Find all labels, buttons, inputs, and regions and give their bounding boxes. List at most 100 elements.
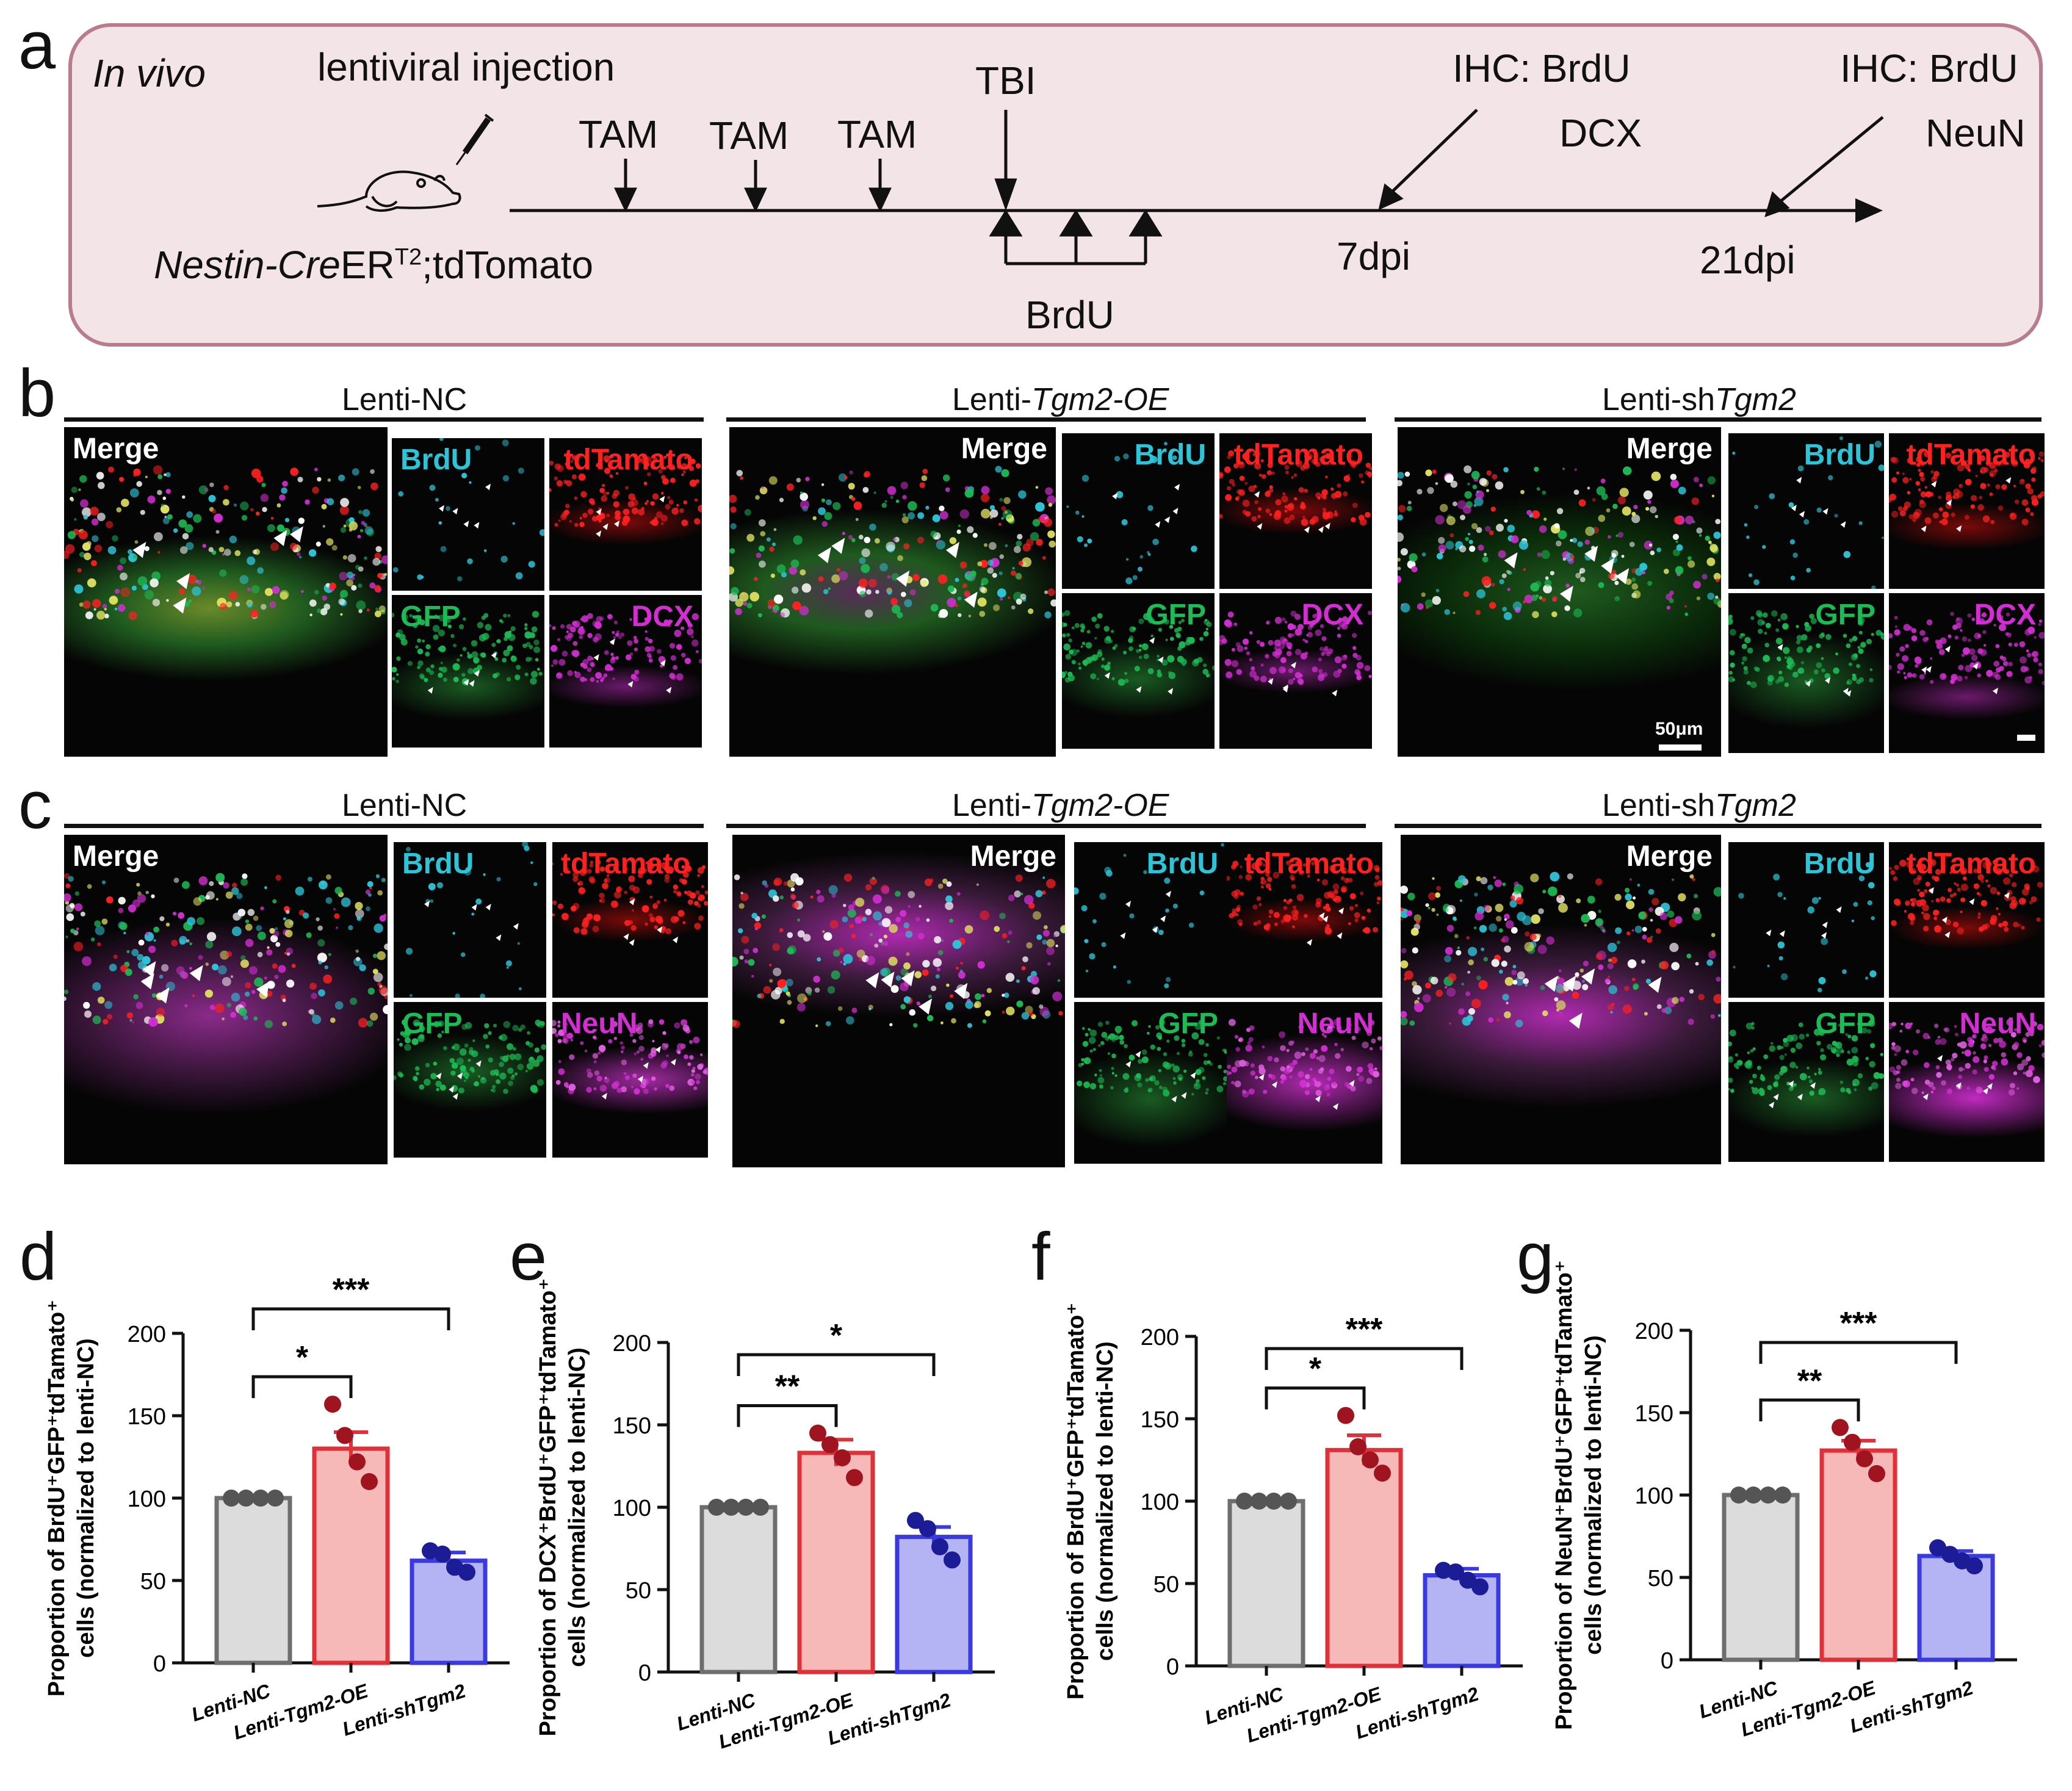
cell-dot	[1152, 538, 1159, 546]
cell-dot	[1671, 878, 1675, 881]
cell-dot	[1977, 673, 1981, 678]
cell-dot	[1832, 1040, 1837, 1046]
ch-merge-label: Merge	[73, 433, 159, 465]
cell-dot	[735, 599, 743, 607]
cell-dot	[1323, 906, 1327, 910]
micrograph-c-oe-tdtomato: tdTamato	[1227, 842, 1382, 998]
cell-dot	[1101, 665, 1105, 668]
cell-dot	[2026, 649, 2029, 653]
cell-dot	[1450, 480, 1458, 488]
cell-dot	[1808, 1079, 1813, 1084]
cell-dot	[522, 842, 529, 848]
cell-dot	[1195, 1083, 1198, 1087]
cell-dot	[1291, 884, 1296, 889]
cell-dot	[464, 1022, 472, 1029]
cell-dot	[698, 894, 705, 901]
cell-dot	[1487, 884, 1493, 890]
cell-dot	[1280, 1045, 1286, 1051]
cell-dot	[2029, 1032, 2034, 1037]
cell-dot	[1892, 457, 1899, 464]
cell-dot	[1265, 871, 1269, 876]
tam-label-1: TAM	[579, 112, 659, 156]
cell-dot	[1627, 959, 1637, 968]
y-tick-label: 150	[613, 1413, 651, 1439]
cell-dot	[1224, 466, 1231, 474]
cell-dot	[1752, 1073, 1757, 1079]
cell-dot	[351, 585, 357, 591]
arrowhead-marker	[1779, 930, 1785, 937]
cell-dot	[1502, 935, 1509, 943]
cell-dot	[1148, 1025, 1151, 1028]
cell-texture	[1227, 860, 1382, 946]
cell-dot	[381, 877, 386, 882]
cell-dot	[1955, 454, 1959, 458]
cell-dot	[572, 876, 579, 882]
cell-dot	[1294, 649, 1302, 655]
cell-dot	[1459, 899, 1462, 902]
cell-dot	[982, 1019, 987, 1023]
cell-dot	[1992, 1061, 1998, 1067]
cell-dot	[1502, 607, 1507, 612]
cell-dot	[83, 1001, 90, 1009]
cell-dot	[589, 863, 593, 868]
cell-dot	[1066, 633, 1070, 637]
cell-dot	[1398, 514, 1403, 521]
arrowhead-marker	[436, 1072, 442, 1079]
cell-dot	[1362, 928, 1366, 932]
cell-dot	[955, 604, 958, 607]
cell-dot	[1244, 481, 1248, 485]
cell-dot	[1960, 910, 1963, 914]
cell-dot	[1491, 959, 1500, 967]
cell-dot	[650, 501, 655, 506]
cell-dot	[1078, 662, 1081, 666]
cell-dot	[1286, 860, 1291, 866]
cell-dot	[676, 1043, 684, 1051]
cell-dot	[565, 503, 570, 508]
cell-dot	[554, 522, 558, 527]
cell-dot	[235, 602, 240, 607]
cell-dot	[769, 979, 773, 983]
cell-dot	[1960, 898, 1965, 903]
cell-dot	[428, 883, 436, 890]
cell-dot	[1063, 643, 1070, 650]
cell-dot	[694, 518, 701, 525]
cell-dot	[108, 466, 114, 473]
arrowhead-marker	[1922, 1093, 1929, 1100]
cell-dot	[1158, 1068, 1161, 1073]
cell-dot	[272, 586, 280, 594]
cell-dot	[1504, 918, 1507, 921]
cell-dot	[1147, 668, 1154, 674]
cell-dot	[1346, 868, 1352, 874]
cell-dot	[270, 517, 274, 520]
cell-dot	[165, 489, 171, 494]
cell-dot	[1046, 946, 1055, 956]
cell-dot	[618, 635, 622, 640]
cell-dot	[197, 580, 201, 585]
cell-dot	[1003, 992, 1009, 998]
cell-dot	[634, 639, 638, 644]
cell-dot	[1523, 600, 1526, 604]
arrowhead-marker	[256, 981, 270, 998]
cell-dot	[507, 1043, 514, 1050]
cell-dot	[1699, 534, 1702, 537]
cell-dot	[1836, 1053, 1840, 1058]
cell-dot	[1945, 452, 1952, 459]
cell-dot	[1075, 510, 1080, 515]
cell-dot	[1763, 655, 1770, 662]
cell-dot	[785, 991, 790, 996]
arrowhead-marker	[1306, 939, 1312, 946]
cell-dot	[323, 975, 333, 984]
cell-dot	[1467, 533, 1471, 536]
cell-dot	[209, 881, 214, 887]
cell-dot	[1651, 898, 1659, 906]
cell-dot	[165, 922, 170, 927]
cell-dot	[627, 640, 633, 646]
cell-dot	[1401, 1017, 1408, 1026]
cell-dot	[1348, 877, 1353, 882]
cell-dot	[658, 469, 663, 474]
cell-dot	[118, 896, 126, 905]
cell-dot	[1421, 592, 1426, 597]
cell-dot	[66, 913, 74, 921]
cell-dot	[593, 914, 601, 921]
cell-dot	[267, 524, 275, 532]
